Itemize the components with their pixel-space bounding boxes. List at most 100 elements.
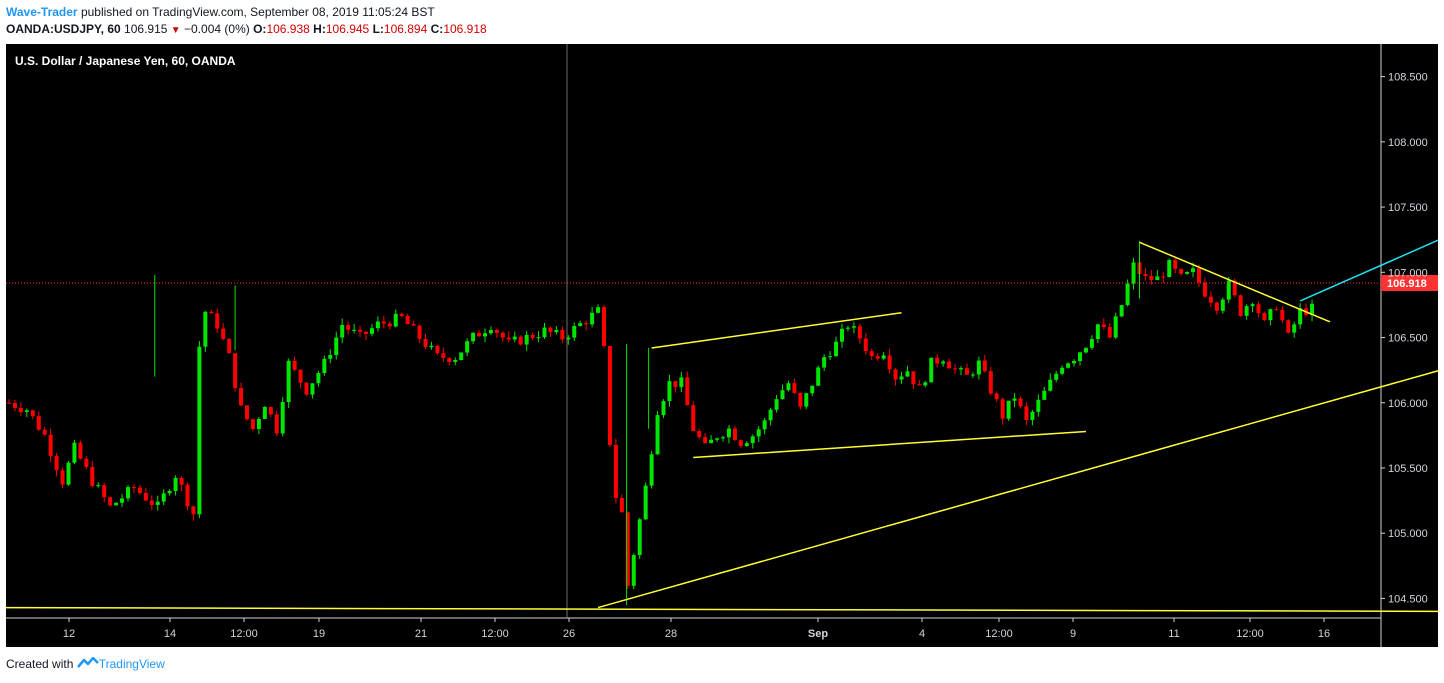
candle-down <box>292 360 297 370</box>
candle-up <box>726 428 731 438</box>
candle-up <box>572 325 577 338</box>
trendline-channel-upper[interactable] <box>651 311 902 349</box>
candle-down <box>798 392 803 407</box>
candle-up <box>822 357 827 368</box>
candle-down <box>911 371 916 385</box>
candle-up <box>322 358 327 374</box>
price-chart[interactable]: 106.918 104.500 105.000 105.500 106.000 106.… <box>6 44 1438 647</box>
candle-up <box>1191 268 1196 273</box>
candle-down <box>149 500 154 505</box>
candle-down <box>494 330 499 333</box>
candle-up <box>851 326 856 328</box>
candle-down <box>268 407 273 415</box>
time-tick-label: 12:00 <box>230 628 258 640</box>
candle-up <box>465 341 470 353</box>
candle-down <box>964 368 969 375</box>
price-tick-label: 104.500 <box>1388 593 1428 605</box>
candle-up <box>1185 272 1190 274</box>
candle-up <box>1048 379 1053 391</box>
tradingview-brand-link[interactable]: TradingView <box>98 657 165 671</box>
candle-up <box>756 429 761 437</box>
candle-down <box>673 381 678 388</box>
trendline-channel-lower[interactable] <box>693 430 1086 459</box>
candle-down <box>1018 398 1023 407</box>
time-tick-label: 12:00 <box>985 628 1013 640</box>
candle-up <box>1054 373 1059 380</box>
trendline-base-support[interactable] <box>6 606 1438 613</box>
candle-up <box>780 390 785 400</box>
trendline-wedge-top[interactable] <box>1139 241 1331 323</box>
candle-up <box>1072 360 1077 364</box>
author-link[interactable]: Wave-Trader <box>6 5 78 19</box>
candle-down <box>7 402 11 404</box>
open-label: O: <box>253 22 267 36</box>
candle-up <box>1226 280 1231 300</box>
price-tick-label: 105.000 <box>1388 528 1428 540</box>
time-tick-label: 16 <box>1318 628 1330 640</box>
candle-down <box>215 313 220 329</box>
candle-up <box>631 555 636 586</box>
candle-down <box>137 487 142 494</box>
candle-down <box>18 407 23 413</box>
candle-up <box>923 382 928 386</box>
candle-down <box>560 329 565 340</box>
candle-down <box>792 383 797 393</box>
candle-up <box>352 329 357 331</box>
candle-up <box>459 352 464 361</box>
candle-down <box>1161 276 1166 278</box>
candle-down <box>500 332 505 338</box>
candle-down <box>381 321 386 324</box>
time-tick-label: 12 <box>63 628 75 640</box>
candle-up <box>774 399 779 410</box>
trendline-breakout-projection[interactable] <box>1299 44 1438 302</box>
high-value: 106.945 <box>325 22 370 36</box>
candle-down <box>477 332 482 337</box>
candle-up <box>536 337 541 339</box>
time-tick-label: 4 <box>919 628 925 640</box>
candle-up <box>203 311 208 347</box>
candle-down <box>1280 309 1285 321</box>
candle-up <box>114 502 119 506</box>
candle-up <box>1089 339 1094 348</box>
candle-down <box>239 388 244 406</box>
candle-down <box>12 402 17 408</box>
candle-up <box>369 328 374 334</box>
candle-up <box>1244 306 1249 316</box>
candle-down <box>1000 399 1005 419</box>
candle-up <box>316 373 321 384</box>
candle-up <box>1012 398 1017 401</box>
candle-down <box>530 334 535 338</box>
candle-down <box>1179 268 1184 274</box>
candle-down <box>346 324 351 330</box>
candle-up <box>744 443 749 447</box>
candle-up <box>1060 367 1065 374</box>
candle-up <box>1119 305 1124 317</box>
candle-up <box>566 337 571 340</box>
candle-up <box>1131 262 1136 284</box>
candle-up <box>1083 347 1088 353</box>
candle-down <box>584 323 589 325</box>
candle-down <box>48 434 53 456</box>
candle-up <box>126 487 130 499</box>
candle-down <box>245 405 249 420</box>
candle-up <box>1292 324 1297 333</box>
candle-down <box>250 419 255 429</box>
candle-up <box>679 377 684 388</box>
candle-down <box>875 356 880 359</box>
candle-up <box>1310 303 1315 315</box>
candle-down <box>548 327 553 333</box>
candle-up <box>173 477 178 491</box>
candle-up <box>1298 308 1303 325</box>
current-price-label: 106.918 <box>1387 278 1427 290</box>
down-triangle-icon: ▼ <box>170 25 181 36</box>
candle-up <box>1250 304 1255 307</box>
candle-down <box>102 485 107 498</box>
candle-down <box>304 382 309 395</box>
candle-up <box>750 436 755 444</box>
candle-up <box>709 439 714 444</box>
trendline-rising-support[interactable] <box>597 220 1438 609</box>
time-tick-label: 14 <box>164 628 176 640</box>
candle-down <box>233 353 238 389</box>
candle-up <box>393 313 398 327</box>
candle-down <box>1286 320 1291 333</box>
